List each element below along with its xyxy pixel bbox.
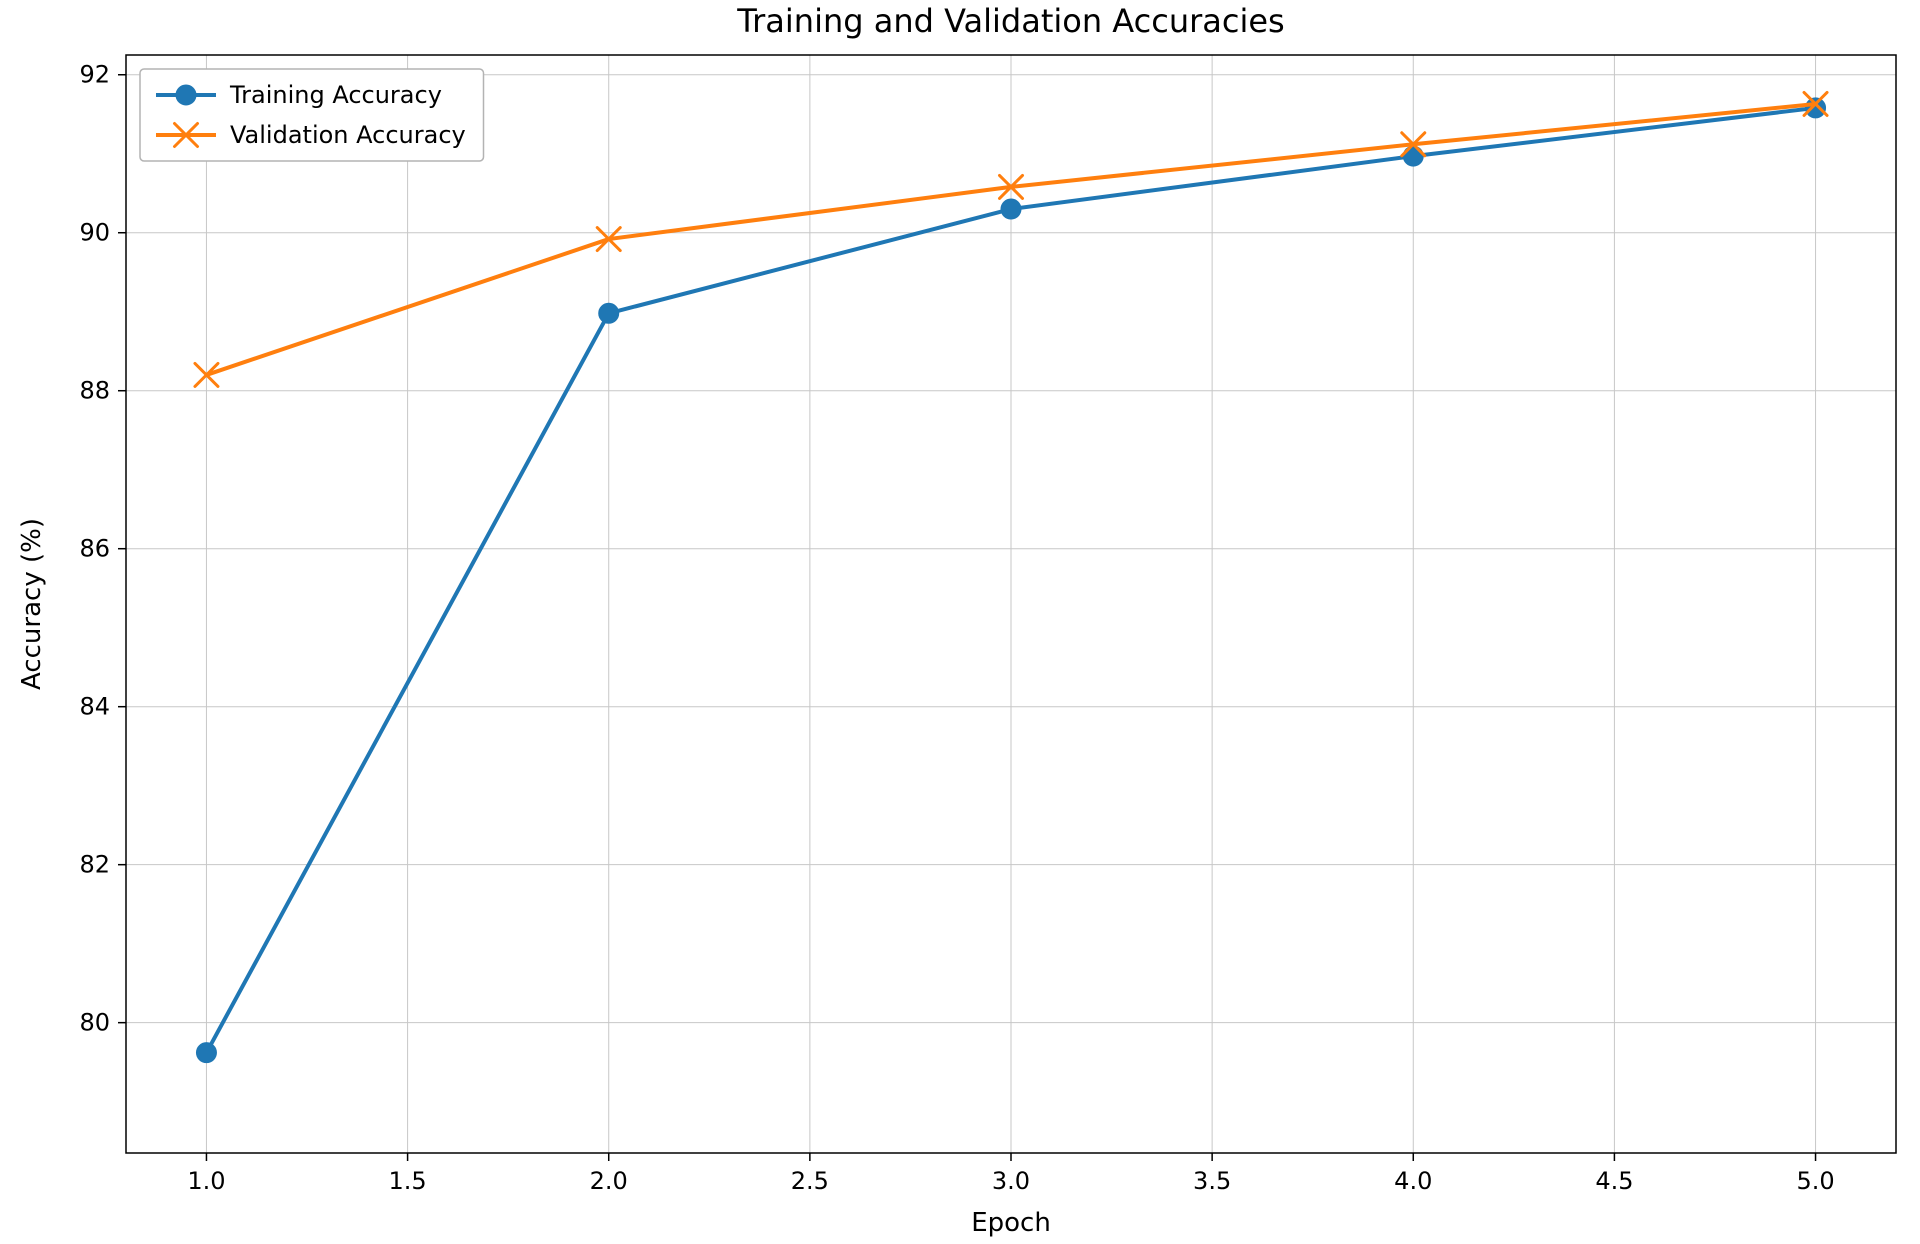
xtick-label: 3.5 — [1193, 1167, 1231, 1195]
xtick-label: 3.0 — [992, 1167, 1030, 1195]
ytick-label: 84 — [79, 693, 110, 721]
ytick-label: 90 — [79, 219, 110, 247]
marker-circle — [1001, 199, 1021, 219]
chart-title: Training and Validation Accuracies — [736, 2, 1284, 40]
xtick-label: 4.5 — [1595, 1167, 1633, 1195]
xtick-label: 1.5 — [389, 1167, 427, 1195]
legend-label: Training Accuracy — [229, 81, 442, 109]
x-axis-label: Epoch — [971, 1208, 1051, 1238]
ytick-label: 80 — [79, 1009, 110, 1037]
ytick-label: 88 — [79, 377, 110, 405]
xtick-label: 2.5 — [791, 1167, 829, 1195]
marker-circle — [176, 85, 196, 105]
marker-circle — [196, 1043, 216, 1063]
ytick-label: 92 — [79, 61, 110, 89]
legend-label: Validation Accuracy — [230, 121, 466, 149]
ytick-label: 82 — [79, 851, 110, 879]
ytick-label: 86 — [79, 535, 110, 563]
xtick-label: 2.0 — [590, 1167, 628, 1195]
marker-circle — [599, 303, 619, 323]
marker-circle — [1403, 146, 1423, 166]
xtick-label: 1.0 — [187, 1167, 225, 1195]
y-axis-label: Accuracy (%) — [17, 518, 47, 690]
xtick-label: 4.0 — [1394, 1167, 1432, 1195]
accuracy-chart: 1.0 1.5 2.0 2.5 3.0 3.5 4.0 4.5 5.0 80 82 84 86 88 90 9… — [0, 0, 1920, 1244]
xtick-label: 5.0 — [1796, 1167, 1834, 1195]
chart-svg: 1.0 1.5 2.0 2.5 3.0 3.5 4.0 4.5 5.0 80 82 84 86 88 90 9… — [0, 0, 1920, 1244]
marker-circle — [1806, 98, 1826, 118]
legend: Training Accuracy Validation Accuracy — [140, 69, 484, 161]
